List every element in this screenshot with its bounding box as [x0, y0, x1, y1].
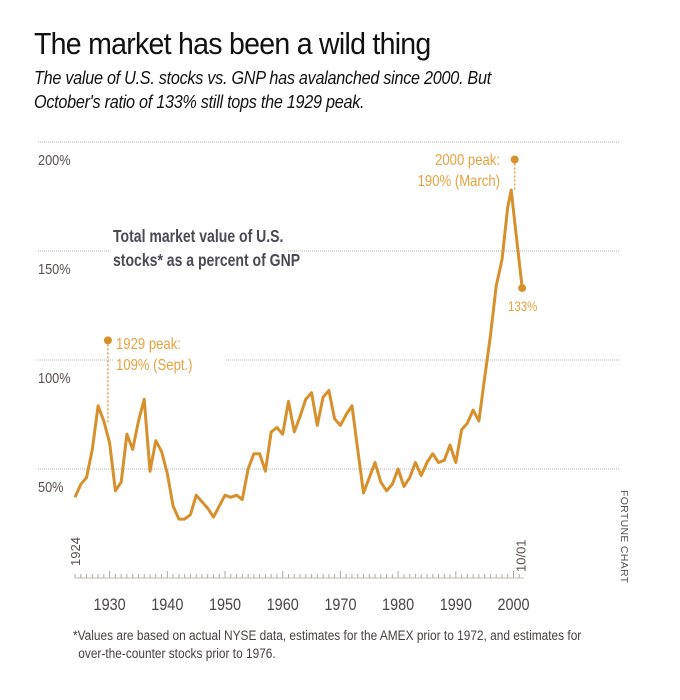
chart-subtitle: The value of U.S. stocks vs. GNP has ava… [34, 66, 610, 114]
series-label: Total market value of U.S. [113, 226, 283, 246]
y-tick-label: 150% [38, 260, 71, 277]
credit: FORTUNE CHART [618, 490, 630, 584]
y-tick-label: 100% [38, 369, 71, 386]
x-tick-label: 1940 [151, 596, 183, 614]
annotation-label: 190% (March) [418, 173, 500, 190]
x-tick-label: 1980 [382, 596, 414, 614]
x-tick-label: 1970 [324, 596, 356, 614]
x-tick-label: 1930 [94, 596, 126, 614]
x-tick-label: 1990 [440, 596, 472, 614]
annotation-dot [103, 336, 112, 345]
subtitle-line: October's ratio of 133% still tops the 1… [34, 92, 365, 112]
y-tick-label: 50% [38, 478, 64, 495]
annotation-dot [518, 284, 527, 293]
y-tick-label: 200% [38, 151, 71, 168]
annotation-dot [510, 155, 519, 164]
subtitle-line: The value of U.S. stocks vs. GNP has ava… [34, 68, 491, 88]
annotation-label: 1929 peak: [116, 336, 181, 353]
footnote-line: over-the-counter stocks prior to 1976. [78, 646, 276, 661]
annotation-label: 133% [508, 298, 537, 314]
annotation-label: 2000 peak: [435, 152, 500, 169]
x-tick-label: 1950 [209, 596, 241, 614]
chart-title: The market has been a wild thing [34, 26, 431, 61]
footnote: *Values are based on actual NYSE data, e… [73, 627, 654, 663]
x-end-label: 10/01 [513, 539, 528, 572]
footnote-line: *Values are based on actual NYSE data, e… [73, 628, 582, 643]
series-line [73, 188, 524, 521]
annotation-bg [113, 330, 225, 374]
series-label: stocks* as a percent of GNP [113, 250, 300, 270]
annotation-label: 109% (Sept.) [116, 357, 193, 374]
x-start-label: 1924 [68, 537, 83, 566]
x-tick-label: 1960 [267, 596, 299, 614]
series-label-bg [110, 222, 288, 270]
x-tick-label: 2000 [497, 596, 529, 614]
